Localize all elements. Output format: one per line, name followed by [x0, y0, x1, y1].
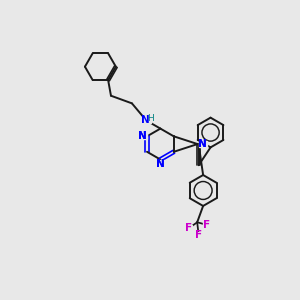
- Text: N: N: [139, 131, 147, 141]
- Text: N: N: [198, 140, 207, 149]
- Bar: [199, 141, 207, 147]
- Text: H: H: [147, 114, 154, 123]
- Bar: [195, 232, 202, 238]
- Bar: [185, 225, 192, 231]
- Bar: [202, 222, 209, 228]
- Text: N: N: [198, 140, 207, 149]
- Text: F: F: [195, 230, 202, 240]
- Bar: [139, 133, 147, 139]
- Text: N: N: [141, 115, 150, 125]
- Text: F: F: [202, 220, 210, 230]
- Bar: [157, 160, 164, 166]
- Text: N: N: [139, 131, 147, 141]
- Text: N: N: [156, 159, 165, 169]
- Text: N: N: [156, 159, 165, 169]
- Bar: [142, 117, 151, 123]
- Text: F: F: [185, 223, 192, 233]
